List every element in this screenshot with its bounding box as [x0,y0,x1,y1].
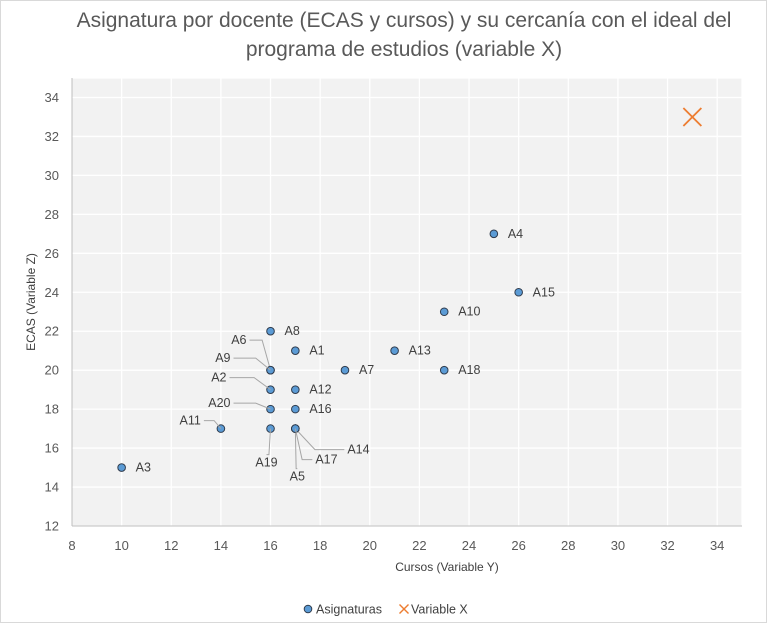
leader-line [266,428,272,456]
y-axis-title: ECAS (Variable Z) [24,253,38,351]
y-tick-label: 28 [45,207,59,222]
plot-area [72,78,742,526]
point-label-a7: A7 [359,363,374,377]
x-tick-label: 26 [511,538,525,553]
point-label-a11: A11 [180,414,201,428]
x-tick-label: 34 [710,538,724,553]
leader-line [233,402,271,410]
x-tick-label: 20 [363,538,377,553]
data-point-a20 [266,404,275,414]
point-label-a10: A10 [458,305,480,319]
point-label-a20: A20 [208,396,230,410]
y-tick-label: 24 [45,285,59,300]
point-label-a17: A17 [315,453,337,467]
x-tick-label: 30 [611,538,625,553]
legend-marker-asignaturas [303,604,313,614]
point-label-a2: A2 [211,371,226,385]
x-tick-label: 18 [313,538,327,553]
point-label-a6: A6 [231,333,246,347]
legend-label: Asignaturas [316,603,382,617]
leader-line [294,428,298,470]
data-point-a4 [489,229,499,239]
x-tick-label: 10 [114,538,128,553]
y-tick-label: 16 [45,441,59,456]
x-tick-label: 12 [164,538,178,553]
leader-line [233,357,271,371]
x-tick-label: 32 [660,538,674,553]
y-tick-label: 26 [45,246,59,261]
variable-x-marker [682,107,703,127]
point-label-a3: A3 [136,461,151,475]
x-tick-label: 16 [263,538,277,553]
y-tick-label: 22 [45,324,59,339]
point-label-a13: A13 [409,344,431,358]
chart-title: Asignatura por docente (ECAS y cursos) y… [76,9,732,61]
data-point-a12 [291,385,300,394]
legend-label: Variable X [411,603,468,617]
data-point-a3 [117,463,126,472]
data-point-a7 [340,365,350,375]
data-point-a8 [266,326,275,336]
data-point-a10 [439,307,449,317]
point-label-a1: A1 [309,344,324,358]
leader-line [203,420,222,429]
x-axis-title: Cursos (Variable Y) [395,560,499,574]
leader-line [249,339,272,371]
data-point-a2 [266,385,275,394]
y-tick-label: 18 [45,402,59,417]
point-label-a4: A4 [508,227,523,241]
data-point-a18 [439,365,449,375]
x-tick-label: 24 [462,538,476,553]
y-tick-label: 30 [45,168,59,183]
leader-line [294,428,313,461]
x-tick-label: 28 [561,538,575,553]
point-label-a8: A8 [285,324,300,338]
x-tick-label: 8 [68,538,75,553]
leader-line [229,377,271,391]
point-label-a12: A12 [309,383,331,397]
x-tick-label: 14 [214,538,228,553]
point-label-a16: A16 [309,402,331,416]
data-point-a16 [291,404,300,414]
y-tick-label: 20 [45,363,59,378]
point-label-a19: A19 [255,456,277,470]
leader-line [294,428,345,451]
data-point-a15 [514,287,523,297]
point-label-a5: A5 [290,470,305,484]
data-point-a13 [390,346,399,355]
point-label-a9: A9 [215,351,230,365]
point-label-a15: A15 [533,285,555,299]
y-tick-label: 14 [45,480,59,495]
y-tick-label: 32 [45,129,59,144]
y-tick-label: 12 [45,519,59,534]
point-label-a14: A14 [347,443,369,457]
data-point-a1 [291,346,300,355]
x-tick-label: 22 [412,538,426,553]
legend-marker-variable-x [399,604,409,614]
point-label-a18: A18 [458,363,480,377]
y-tick-label: 34 [45,90,59,105]
